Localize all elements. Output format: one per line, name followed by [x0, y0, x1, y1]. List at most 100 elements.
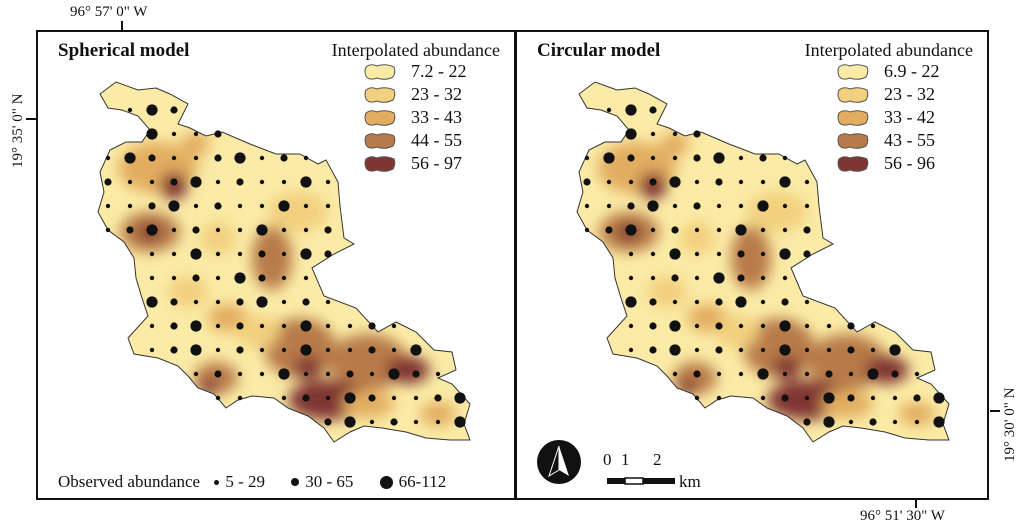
observation-point	[391, 347, 397, 353]
observation-point	[738, 179, 744, 185]
bottom-tick	[915, 498, 917, 508]
observation-point	[303, 227, 309, 233]
observation-point	[649, 346, 657, 354]
observation-point	[650, 227, 656, 233]
observation-point	[303, 203, 309, 209]
observation-point	[760, 251, 766, 257]
observation-point	[413, 395, 419, 401]
observation-point	[825, 370, 833, 378]
observation-point	[693, 154, 701, 162]
observation-point	[104, 178, 112, 186]
observation-point	[236, 298, 244, 306]
left-latitude-label: 19° 35' 0" N	[10, 93, 26, 168]
observation-point	[782, 371, 788, 377]
observation-point	[259, 179, 265, 185]
observation-point	[738, 347, 744, 353]
legend-title: Interpolated abundance	[804, 40, 973, 60]
observation-point	[715, 178, 723, 186]
observation-point	[435, 371, 441, 377]
observation-point	[258, 250, 266, 258]
observation-point	[804, 203, 810, 209]
legend-item: 56 - 97	[323, 153, 500, 176]
right-tick	[990, 410, 1000, 412]
observation-point	[281, 347, 287, 353]
legend-swatch	[364, 110, 396, 126]
observation-point	[694, 251, 700, 257]
legend-swatch	[364, 64, 396, 80]
observation-point	[716, 251, 722, 257]
observation-point	[628, 251, 634, 257]
observation-point	[715, 322, 723, 330]
observation-point	[300, 320, 312, 332]
observation-point	[214, 154, 222, 162]
observation-point	[215, 323, 221, 329]
legend-label: 56 - 97	[411, 153, 462, 173]
observation-point	[214, 202, 222, 210]
observation-point	[146, 224, 158, 236]
observation-point	[803, 418, 811, 426]
observation-point	[281, 179, 287, 185]
legend: Interpolated abundance 6.9 - 22 23 - 32 …	[768, 40, 973, 176]
top-longitude-label: 96° 57' 0" W	[70, 4, 148, 20]
observation-point	[804, 395, 810, 401]
observation-point	[149, 275, 155, 281]
observation-point	[826, 323, 832, 329]
observation-point	[584, 203, 590, 209]
observation-point	[649, 106, 657, 114]
observation-point	[368, 322, 376, 330]
observation-point	[823, 392, 835, 404]
observation-point	[278, 200, 290, 212]
observation-point	[127, 107, 133, 113]
observation-point	[627, 154, 635, 162]
observation-point	[434, 394, 442, 402]
observation-point	[105, 227, 111, 233]
observation-point	[369, 371, 375, 377]
scale-bar	[607, 477, 675, 485]
observation-point	[412, 370, 420, 378]
observation-point	[694, 227, 700, 233]
observation-point	[303, 155, 309, 161]
legend-swatch	[364, 133, 396, 149]
observation-points	[104, 104, 466, 428]
legend-swatch	[837, 87, 869, 103]
legend-swatch	[837, 133, 869, 149]
observation-point	[259, 323, 265, 329]
observation-point	[410, 344, 422, 356]
observation-point	[781, 298, 789, 306]
legend-swatch	[837, 156, 869, 172]
observation-point	[325, 323, 331, 329]
observation-point	[760, 299, 766, 305]
legend-title: Interpolated abundance	[331, 40, 500, 60]
observation-point	[628, 347, 634, 353]
observation-point	[347, 347, 353, 353]
observation-point	[413, 419, 419, 425]
scale-tick-2: 2	[653, 450, 662, 469]
observation-point	[933, 416, 945, 428]
observation-point	[146, 296, 158, 308]
observation-point	[892, 419, 898, 425]
observation-point	[214, 370, 222, 378]
observation-point	[757, 368, 769, 380]
observation-point	[193, 299, 199, 305]
observation-point	[214, 130, 222, 138]
observation-point	[171, 275, 177, 281]
observation-point	[782, 275, 788, 281]
observation-point	[933, 392, 945, 404]
observation-point	[848, 419, 854, 425]
observation-point	[669, 176, 681, 188]
observation-point	[625, 104, 637, 116]
legend-label: 43 - 55	[884, 130, 935, 150]
map-panel-spherical: Spherical model Interpolated abundance 7…	[36, 30, 516, 500]
observation-point	[105, 203, 111, 209]
legend-item: 56 - 96	[796, 153, 973, 176]
observation-point	[870, 347, 876, 353]
observation-point	[215, 347, 221, 353]
observation-point	[889, 344, 901, 356]
observation-point	[804, 179, 810, 185]
observation-point	[281, 251, 287, 257]
observation-point	[454, 416, 466, 428]
bottom-longitude-label: 96° 51' 30" W	[860, 508, 945, 524]
observation-point	[300, 344, 312, 356]
observation-point	[236, 322, 244, 330]
observation-points	[583, 104, 945, 428]
